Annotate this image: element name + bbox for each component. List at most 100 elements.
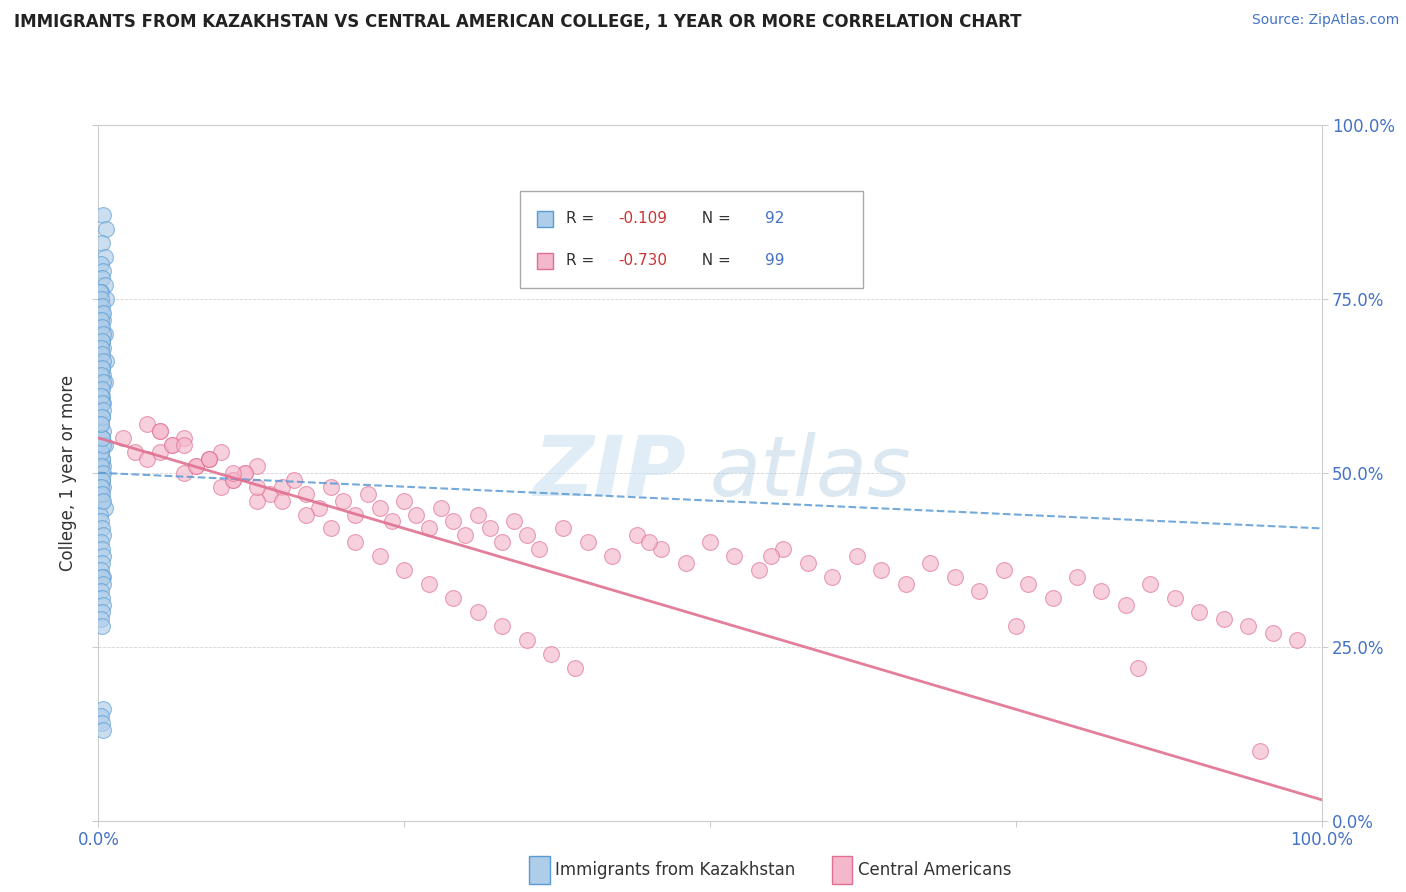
Text: Source: ZipAtlas.com: Source: ZipAtlas.com <box>1251 13 1399 28</box>
Point <box>1237 619 1260 633</box>
Point <box>173 431 195 445</box>
Point <box>197 451 219 466</box>
Point <box>319 521 342 535</box>
Point <box>943 570 966 584</box>
Point <box>91 382 114 396</box>
Point <box>600 549 623 564</box>
Point <box>91 326 114 341</box>
Point <box>870 563 893 577</box>
Point <box>111 431 134 445</box>
Point <box>91 473 114 487</box>
Point <box>90 486 112 500</box>
Point <box>1042 591 1064 605</box>
Point <box>564 660 586 674</box>
Point <box>90 368 112 383</box>
Point <box>222 466 245 480</box>
Point <box>761 549 783 564</box>
FancyBboxPatch shape <box>520 191 863 288</box>
Point <box>1017 577 1039 591</box>
Text: Immigrants from Kazakhstan: Immigrants from Kazakhstan <box>555 861 796 879</box>
Point <box>90 312 112 326</box>
Point <box>91 493 114 508</box>
Point <box>90 347 112 361</box>
Point <box>723 549 745 564</box>
Point <box>467 605 489 619</box>
Point <box>246 480 269 494</box>
Point <box>90 285 112 299</box>
Point <box>283 473 305 487</box>
Point <box>91 493 114 508</box>
Point <box>91 486 114 500</box>
Point <box>1066 570 1088 584</box>
Point <box>91 306 114 320</box>
Point <box>93 438 115 452</box>
Point <box>89 403 111 417</box>
Point <box>160 438 183 452</box>
Y-axis label: College, 1 year or more: College, 1 year or more <box>59 375 77 571</box>
Point <box>1261 625 1284 640</box>
Point <box>344 535 367 549</box>
Point <box>418 577 440 591</box>
Point <box>93 277 115 292</box>
Point <box>149 424 172 438</box>
Point <box>295 508 318 522</box>
Point <box>246 458 269 473</box>
Point <box>1188 605 1211 619</box>
Point <box>90 480 112 494</box>
Point <box>699 535 721 549</box>
Point <box>91 361 114 376</box>
Point <box>222 473 245 487</box>
Point <box>91 570 114 584</box>
Point <box>91 410 114 425</box>
Point <box>89 299 111 313</box>
Point <box>638 535 661 549</box>
Point <box>90 292 112 306</box>
Point <box>91 605 114 619</box>
Point <box>368 500 391 515</box>
Point <box>295 486 318 500</box>
Point <box>797 556 820 570</box>
Text: N =: N = <box>692 211 735 227</box>
Point <box>392 493 416 508</box>
Point <box>91 236 114 251</box>
Point <box>626 528 648 542</box>
Point <box>356 486 378 500</box>
Point <box>845 549 868 564</box>
Point <box>90 319 112 334</box>
Point <box>405 508 427 522</box>
Point <box>89 285 111 299</box>
Point <box>90 466 112 480</box>
Point <box>748 563 770 577</box>
Point <box>368 549 391 564</box>
Point <box>491 535 513 549</box>
Point <box>91 396 114 410</box>
Point <box>90 382 112 396</box>
Point <box>90 563 112 577</box>
Point <box>186 458 208 473</box>
Point <box>90 709 112 723</box>
Point <box>967 584 990 599</box>
Point <box>430 500 453 515</box>
Point <box>1286 632 1309 647</box>
Point <box>392 563 416 577</box>
Point <box>233 466 256 480</box>
Point <box>91 368 114 383</box>
Point <box>91 480 114 494</box>
Text: IMMIGRANTS FROM KAZAKHSTAN VS CENTRAL AMERICAN COLLEGE, 1 YEAR OR MORE CORRELATI: IMMIGRANTS FROM KAZAKHSTAN VS CENTRAL AM… <box>14 13 1022 31</box>
Point <box>246 493 269 508</box>
Point <box>90 515 112 529</box>
Point <box>381 515 404 529</box>
Point <box>90 535 112 549</box>
Point <box>91 542 114 557</box>
Point <box>91 299 114 313</box>
Point <box>91 473 114 487</box>
Point <box>270 480 294 494</box>
Point <box>319 480 342 494</box>
Point <box>650 542 672 557</box>
Point <box>160 438 183 452</box>
Point <box>675 556 697 570</box>
Point <box>91 361 114 376</box>
Point <box>91 354 114 368</box>
Point <box>1164 591 1187 605</box>
Point <box>91 591 114 605</box>
